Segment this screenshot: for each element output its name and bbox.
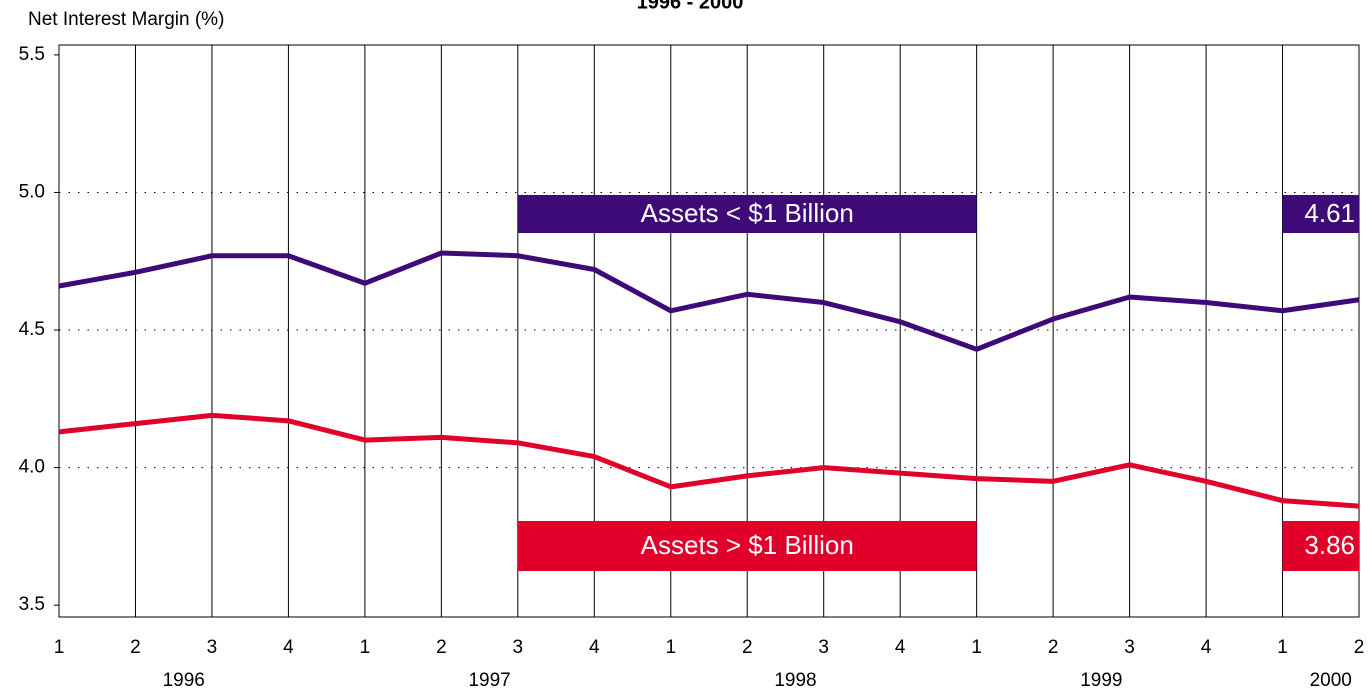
y-tick-label: 4.0 <box>19 457 45 478</box>
series-line <box>58 412 1360 509</box>
year-label: 1998 <box>774 670 816 691</box>
year-label: 1997 <box>468 670 510 691</box>
x-tick-label: 3 <box>818 637 829 658</box>
x-tick-label: 1 <box>360 637 371 658</box>
x-tick-label: 1 <box>54 637 65 658</box>
value-label-box <box>1282 521 1359 571</box>
x-tick-label: 2 <box>130 637 141 658</box>
y-tick-label: 5.5 <box>19 44 45 65</box>
x-tick-label: 2 <box>1048 637 1059 658</box>
legend-box <box>517 521 977 571</box>
x-tick-label: 2 <box>436 637 447 658</box>
x-tick-label: 4 <box>283 637 294 658</box>
y-tick-label: 4.5 <box>19 319 45 340</box>
x-tick-label: 1 <box>1277 637 1288 658</box>
y-tick-label: 3.5 <box>19 594 45 615</box>
value-label-box <box>1282 195 1359 233</box>
x-tick-label: 1 <box>665 637 676 658</box>
value-label: 3.86 <box>1304 530 1355 560</box>
x-tick-label: 3 <box>1124 637 1135 658</box>
x-tick-label: 4 <box>589 637 600 658</box>
x-tick-label: 2 <box>1354 637 1365 658</box>
year-label: 2000 <box>1310 670 1352 691</box>
chart-title: 1996 - 2000 <box>637 0 744 13</box>
legend-box <box>517 195 977 233</box>
x-tick-label: 3 <box>207 637 218 658</box>
x-tick-label: 1 <box>971 637 982 658</box>
y-tick-label: 5.0 <box>19 181 45 202</box>
legend-label: Assets > $1 Billion <box>641 530 854 560</box>
value-label: 4.61 <box>1304 198 1355 228</box>
x-tick-label: 2 <box>742 637 753 658</box>
x-tick-label: 4 <box>895 637 906 658</box>
x-tick-label: 3 <box>513 637 524 658</box>
series-line <box>58 250 1360 352</box>
year-label: 1999 <box>1080 670 1122 691</box>
year-label: 1996 <box>163 670 205 691</box>
y-axis-label: Net Interest Margin (%) <box>28 9 224 30</box>
legend-label: Assets < $1 Billion <box>641 198 854 228</box>
x-tick-label: 4 <box>1201 637 1212 658</box>
